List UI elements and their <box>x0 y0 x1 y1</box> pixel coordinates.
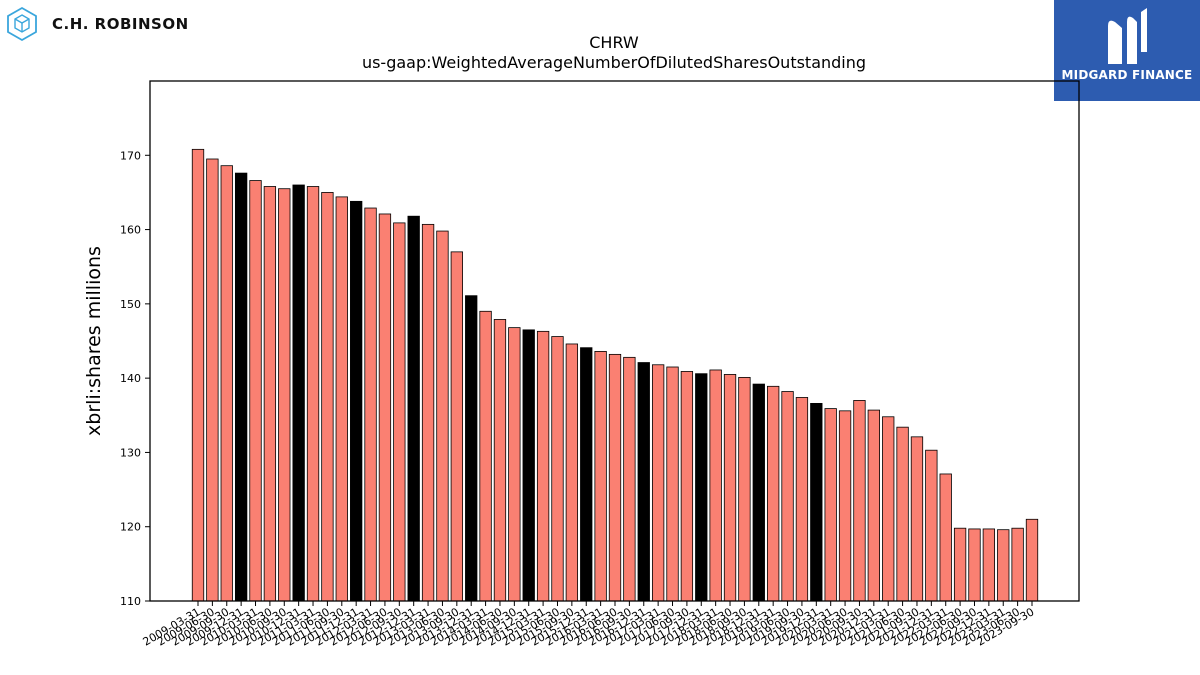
bar <box>695 373 708 602</box>
bar <box>350 200 363 602</box>
bar <box>565 343 579 602</box>
badge-name: MIDGARD FINANCE <box>1061 68 1193 82</box>
bar <box>378 213 392 602</box>
y-tick-label: 170 <box>120 149 141 162</box>
y-tick-label: 160 <box>120 224 141 237</box>
bar <box>421 223 435 602</box>
y-tick-label: 120 <box>120 521 141 534</box>
bar <box>220 165 233 602</box>
y-axis-label: xbrli:shares millions <box>83 246 105 436</box>
bar <box>651 364 665 602</box>
bar <box>335 196 348 602</box>
bar <box>536 330 550 602</box>
bar <box>767 385 780 602</box>
hexagon-cube-icon <box>7 6 37 42</box>
bar <box>306 186 320 602</box>
bar <box>407 215 420 602</box>
company-brand: C.H. ROBINSON <box>4 4 189 44</box>
bar <box>522 329 535 602</box>
bar <box>953 527 967 602</box>
y-tick-label: 130 <box>120 446 141 459</box>
bar <box>637 362 650 602</box>
bar <box>896 426 909 602</box>
plot-frame <box>149 80 1080 602</box>
bar <box>551 336 564 602</box>
bar <box>709 369 722 602</box>
bar <box>393 222 406 602</box>
bar <box>608 353 622 602</box>
bar <box>191 148 205 602</box>
y-tick-label: 110 <box>120 595 141 608</box>
bar <box>824 408 837 602</box>
bar <box>982 528 996 602</box>
bar <box>795 397 809 602</box>
y-tick-label: 140 <box>120 372 141 385</box>
bars-group <box>191 148 1039 602</box>
bar <box>1011 527 1024 602</box>
bar <box>278 188 291 602</box>
bar <box>853 400 866 602</box>
bar <box>479 310 492 602</box>
bar <box>508 327 521 602</box>
bar <box>968 528 981 602</box>
bar <box>249 180 262 602</box>
bar <box>997 529 1010 602</box>
midgard-m-icon <box>1108 8 1147 65</box>
bar <box>867 409 880 602</box>
y-tick-label: 150 <box>120 298 141 311</box>
bar <box>910 436 924 602</box>
bar <box>493 319 507 602</box>
chart-subtitle: us-gaap:WeightedAverageNumberOfDilutedSh… <box>362 53 866 72</box>
bar <box>364 207 377 602</box>
bar <box>925 449 938 602</box>
bar <box>781 391 794 602</box>
bar <box>465 295 478 602</box>
bar <box>436 230 449 602</box>
bar <box>263 186 277 602</box>
bar <box>206 158 219 602</box>
bar <box>623 356 636 602</box>
chart-title: CHRW <box>589 33 639 52</box>
bar <box>594 350 607 602</box>
bar <box>810 402 823 602</box>
midgard-badge: MIDGARD FINANCE <box>1054 0 1200 101</box>
bar <box>234 172 248 602</box>
company-name: C.H. ROBINSON <box>52 15 189 33</box>
bar <box>882 416 895 602</box>
bar <box>838 410 852 602</box>
bar <box>450 251 463 602</box>
bar <box>1025 518 1039 602</box>
bar <box>321 192 334 602</box>
bar <box>680 371 694 602</box>
x-axis: 2009-03-312009-06-302009-09-302009-12-31… <box>141 601 1037 649</box>
y-axis: 110 120 130 140 150 160 170 <box>120 149 150 608</box>
bar <box>723 374 737 602</box>
bar <box>666 366 679 602</box>
bar <box>752 383 765 602</box>
bar <box>292 184 305 602</box>
bar <box>738 376 751 602</box>
bar <box>939 473 952 602</box>
bar <box>580 347 593 602</box>
